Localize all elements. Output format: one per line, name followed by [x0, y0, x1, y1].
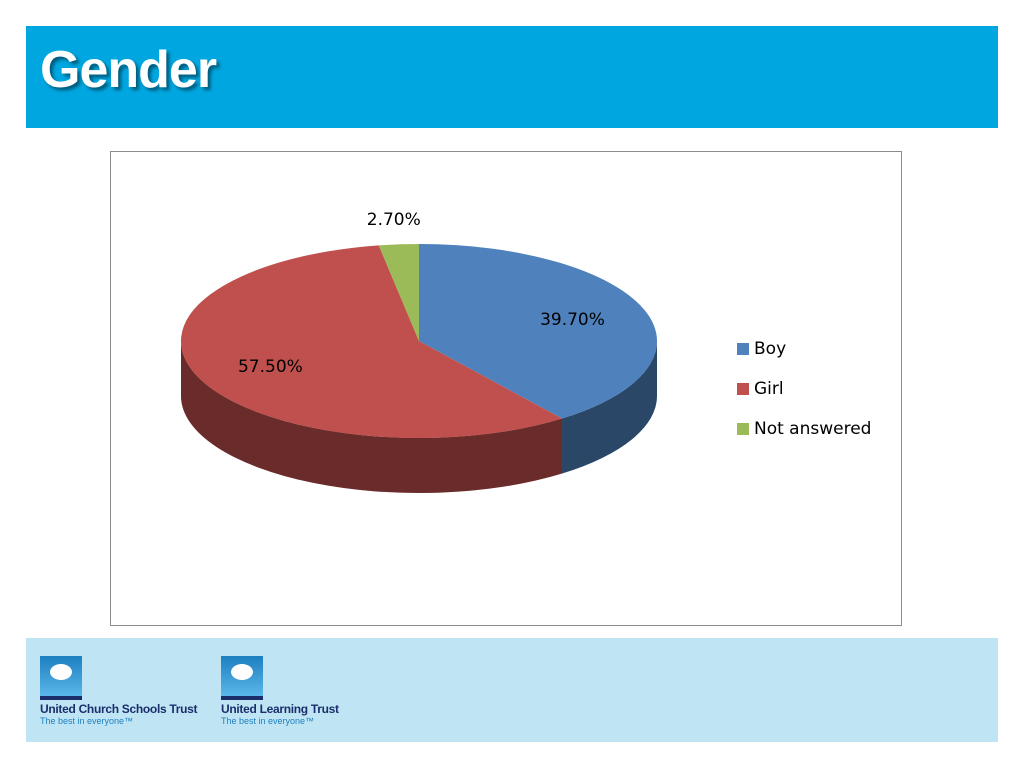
logo-name: United Church Schools Trust [40, 702, 198, 716]
logo-icon [40, 656, 82, 700]
logo-name: United Learning Trust [221, 702, 339, 716]
slice-side [562, 341, 657, 474]
logo-icon [221, 656, 263, 700]
logo: United Church Schools Trust The best in … [40, 656, 198, 726]
slice [378, 244, 419, 341]
logo-tagline: The best in everyone™ [221, 716, 315, 726]
footer-bar: United Church Schools Trust The best in … [26, 638, 998, 742]
slice-side [181, 341, 563, 493]
legend-label: Not answered [754, 419, 871, 439]
header-bar: Gender [26, 26, 998, 128]
slice-shade [181, 341, 563, 493]
chart: 39.70% 57.50% 2.70% Boy Girl Not answered [181, 210, 871, 493]
slice-shade [562, 341, 657, 474]
legend-swatch [737, 383, 749, 395]
legend-label: Girl [754, 379, 784, 399]
data-label: 57.50% [238, 357, 303, 377]
slice [419, 244, 657, 419]
data-label: 39.70% [540, 310, 605, 330]
legend-swatch [737, 423, 749, 435]
legend-label: Boy [754, 339, 786, 359]
data-label: 2.70% [367, 210, 421, 230]
slice [181, 245, 563, 438]
logo-tagline: The best in everyone™ [40, 716, 134, 726]
chart-frame: 39.70% 57.50% 2.70% Boy Girl Not answered [110, 151, 902, 626]
legend-swatch [737, 343, 749, 355]
logo: United Learning Trust The best in everyo… [221, 656, 339, 726]
slide-title: Gender [40, 41, 217, 99]
